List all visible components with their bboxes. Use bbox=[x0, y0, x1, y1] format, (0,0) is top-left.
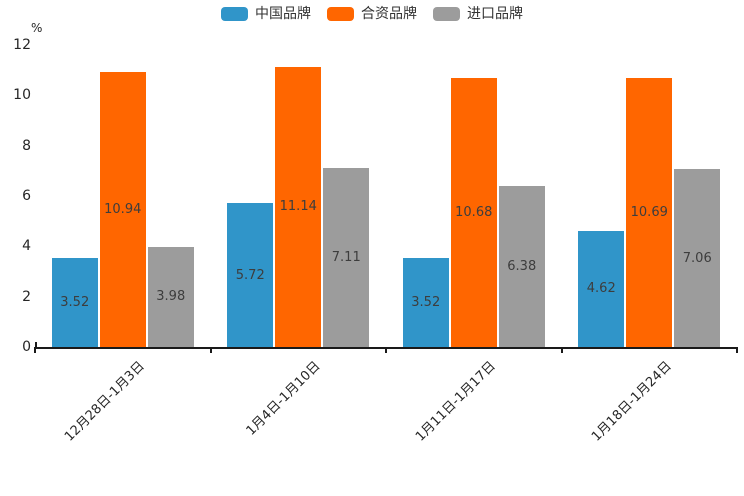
bar-china-brand: 3.52 bbox=[402, 258, 449, 347]
legend-item-china-brand[interactable]: 中国品牌 bbox=[221, 7, 311, 21]
legend-label: 中国品牌 bbox=[255, 6, 311, 22]
y-tick-label: 8 bbox=[22, 137, 31, 154]
y-tick-label: 10 bbox=[13, 87, 31, 104]
x-axis-tick bbox=[209, 347, 212, 353]
legend-swatch-china-brand bbox=[221, 7, 248, 21]
y-tick-label: 4 bbox=[22, 238, 31, 255]
bar-value-label: 5.72 bbox=[235, 267, 265, 283]
bar-joint-venture-brand: 10.68 bbox=[450, 78, 497, 347]
bar-china-brand: 5.72 bbox=[227, 203, 274, 347]
legend-label: 进口品牌 bbox=[467, 6, 523, 22]
bar-value-label: 4.62 bbox=[586, 281, 616, 297]
bar-joint-venture-brand: 11.14 bbox=[275, 66, 322, 347]
bar-value-label: 3.52 bbox=[60, 295, 90, 311]
legend-swatch-import-brand bbox=[433, 7, 460, 21]
bar-china-brand: 3.52 bbox=[51, 258, 98, 347]
legend-swatch-joint-venture-brand bbox=[327, 7, 354, 21]
x-axis-label: 1月18日-1月24日 bbox=[588, 358, 675, 445]
x-axis-label: 1月11日-1月17日 bbox=[413, 358, 500, 445]
bar-value-label: 6.38 bbox=[507, 259, 537, 275]
legend-item-joint-venture-brand[interactable]: 合资品牌 bbox=[327, 7, 417, 21]
y-tick-label: 6 bbox=[22, 188, 31, 204]
y-axis-zero-tick bbox=[35, 342, 37, 347]
x-axis-tick bbox=[34, 347, 36, 353]
bar-value-label: 10.94 bbox=[104, 201, 142, 217]
bar-import-brand: 3.98 bbox=[147, 246, 194, 347]
x-axis-tick bbox=[385, 347, 387, 353]
legend: 中国品牌 合资品牌 进口品牌 bbox=[0, 7, 744, 21]
bar-joint-venture-brand: 10.94 bbox=[99, 71, 146, 347]
x-axis-tick bbox=[736, 347, 738, 353]
bar-value-label: 10.68 bbox=[455, 205, 493, 221]
x-axis-label: 12月28日-1月3日 bbox=[62, 358, 149, 445]
y-tick-label: 0 bbox=[22, 339, 31, 355]
legend-item-import-brand[interactable]: 进口品牌 bbox=[433, 7, 523, 21]
bar-china-brand: 4.62 bbox=[578, 230, 625, 347]
bar-import-brand: 6.38 bbox=[498, 186, 545, 347]
legend-label: 合资品牌 bbox=[361, 6, 417, 22]
y-tick-label: 2 bbox=[22, 288, 31, 305]
bar-value-label: 3.52 bbox=[411, 295, 441, 311]
bar-joint-venture-brand: 10.69 bbox=[626, 77, 673, 347]
bar-value-label: 3.98 bbox=[156, 289, 186, 305]
bar-value-label: 10.69 bbox=[630, 204, 668, 220]
bar-value-label: 11.14 bbox=[279, 199, 317, 215]
x-axis-tick bbox=[560, 347, 563, 353]
bar-import-brand: 7.11 bbox=[323, 168, 370, 347]
y-axis-unit-label: % bbox=[31, 21, 43, 35]
bar-import-brand: 7.06 bbox=[674, 169, 721, 347]
x-axis-label: 1月4日-1月10日 bbox=[243, 358, 324, 439]
bar-value-label: 7.11 bbox=[331, 250, 361, 266]
y-tick-label: 12 bbox=[13, 37, 31, 53]
plot-area: 3.52 10.94 3.98 5.72 11.14 7.11 3.52 10.… bbox=[34, 45, 738, 353]
bar-value-label: 7.06 bbox=[682, 250, 712, 266]
